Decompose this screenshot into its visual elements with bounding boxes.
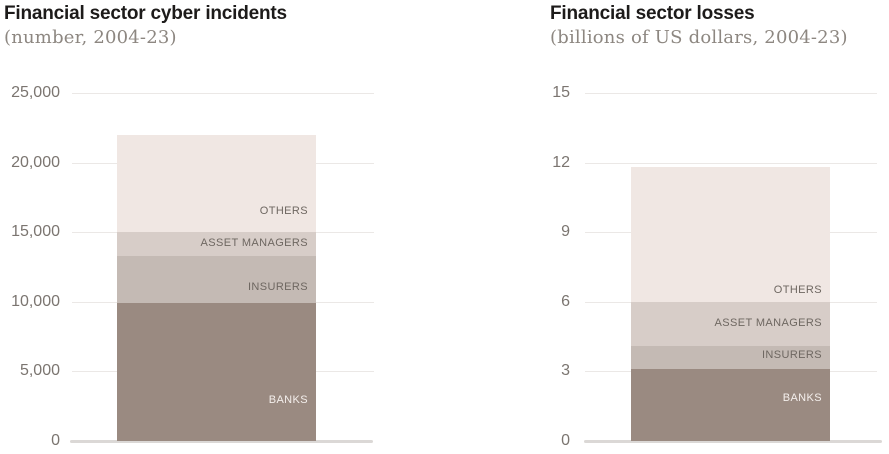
segment-label-insurers: INSURERS — [761, 349, 822, 362]
bar-segment-insurers — [631, 345, 830, 370]
chart-subtitle-cyber-incidents: (number, 2004-23) — [4, 27, 177, 48]
chart-title-cyber-incidents: Financial sector cyber incidents — [4, 3, 287, 24]
segment-label-asset-managers: ASSET MANAGERS — [200, 237, 308, 250]
segment-label-banks: BANKS — [268, 393, 308, 406]
bar-segment-others — [117, 134, 316, 233]
gridline-15 — [585, 93, 877, 94]
y-axis-tick-label: 12 — [552, 153, 570, 171]
y-axis-tick-label: 0 — [51, 432, 60, 449]
y-axis-tick-label: 3 — [561, 362, 570, 380]
y-axis-tick-label: 25,000 — [11, 84, 60, 101]
bar-segment-banks — [117, 303, 316, 441]
chart-title-financial-losses: Financial sector losses — [550, 3, 755, 24]
x-axis-baseline — [584, 440, 882, 443]
segment-label-banks: BANKS — [782, 392, 822, 405]
bar-segment-banks — [631, 369, 830, 441]
segment-label-asset-managers: ASSET MANAGERS — [714, 316, 822, 329]
y-axis-tick-label: 0 — [561, 432, 570, 449]
segment-label-others: OTHERS — [259, 205, 308, 218]
y-axis-tick-label: 9 — [561, 223, 570, 241]
y-axis-tick-label: 6 — [561, 292, 570, 310]
x-axis-baseline — [70, 440, 373, 443]
bar-segment-others — [631, 167, 830, 302]
y-axis-tick-label: 5,000 — [19, 362, 60, 380]
segment-label-insurers: INSURERS — [247, 281, 308, 294]
bar-segment-asset-managers — [117, 232, 316, 256]
segment-label-others: OTHERS — [773, 284, 822, 297]
bar-segment-insurers — [117, 255, 316, 304]
y-axis-tick-label: 20,000 — [11, 153, 60, 171]
y-axis-tick-label: 10,000 — [11, 292, 60, 310]
gridline-25000 — [72, 93, 374, 94]
bar-segment-asset-managers — [631, 301, 830, 346]
y-axis-tick-label: 15,000 — [11, 223, 60, 241]
y-axis-tick-label: 15 — [552, 84, 570, 101]
chart-subtitle-financial-losses: (billions of US dollars, 2004-23) — [550, 27, 848, 48]
gridline-12 — [585, 162, 877, 164]
